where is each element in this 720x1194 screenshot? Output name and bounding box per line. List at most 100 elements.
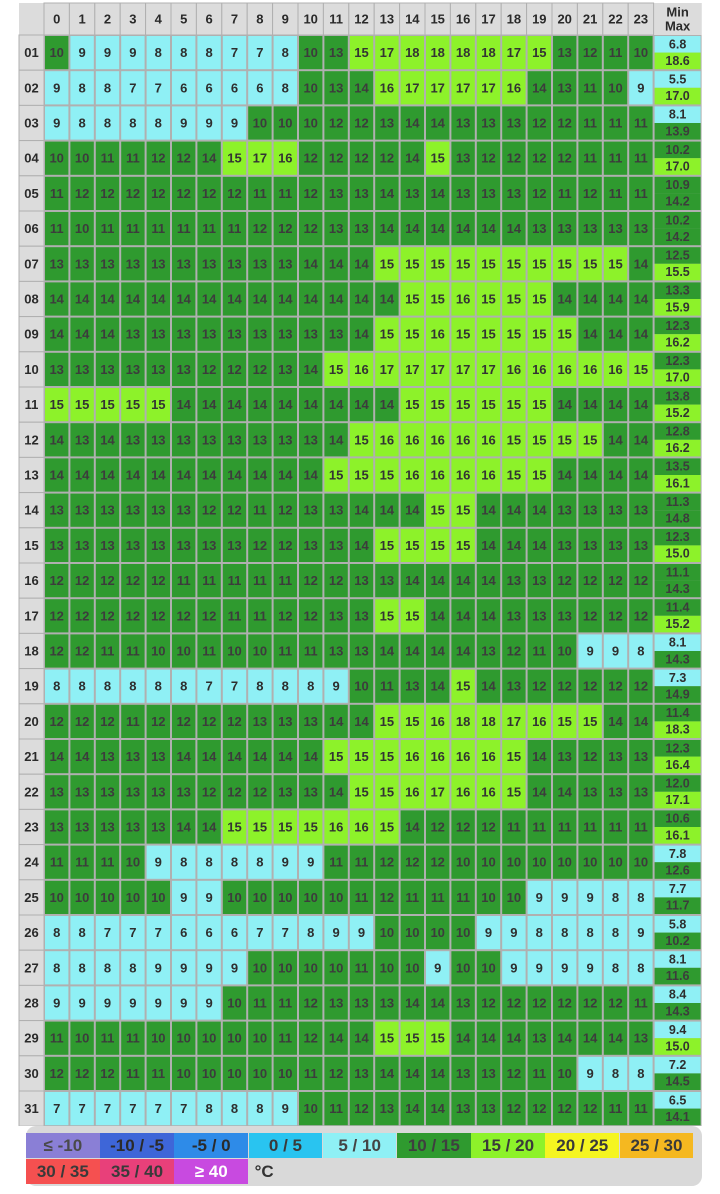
cell-value: 9 xyxy=(586,960,593,975)
cell-value: 8 xyxy=(129,960,136,975)
heatmap-cell xyxy=(222,986,247,1020)
cell-value: 12 xyxy=(608,996,622,1011)
heatmap-cell xyxy=(476,141,501,175)
day-label: 27 xyxy=(24,960,38,975)
max-value: 14.3 xyxy=(665,1004,689,1018)
heatmap-cell xyxy=(426,564,450,598)
heatmap-cell xyxy=(172,740,196,774)
cell-value: 11 xyxy=(202,221,216,236)
day-label: 06 xyxy=(24,221,38,236)
cell-value: 13 xyxy=(278,256,292,271)
heatmap-cell xyxy=(451,247,475,281)
heatmap-cell xyxy=(324,388,348,422)
heatmap-cell xyxy=(629,669,653,703)
cell-value: 13 xyxy=(303,714,317,729)
heatmap-cell xyxy=(553,880,577,914)
heatmap-cell xyxy=(273,1092,297,1126)
cell-value: 9 xyxy=(561,890,568,905)
temperature-heatmap: 0 1 2 3 4 5 6 7 8 9 10 11 12 13 14 15 16 17 18 19 20 21 22 23 Mi… xyxy=(18,2,702,1126)
heatmap-cell xyxy=(426,634,450,668)
heatmap-cell xyxy=(299,740,323,774)
day-label: 30 xyxy=(24,1066,38,1081)
heatmap-cell xyxy=(426,212,450,246)
cell-value: 15 xyxy=(100,397,114,412)
day-label-cell xyxy=(18,597,45,634)
cell-value: 14 xyxy=(227,292,242,307)
cell-value: 10 xyxy=(176,1066,190,1081)
cell-value: 8 xyxy=(180,855,187,870)
cell-value: 14 xyxy=(202,292,217,307)
heatmap-cell xyxy=(248,317,272,351)
heatmap-cell xyxy=(70,317,94,351)
heatmap-cell xyxy=(502,1092,526,1126)
cell-value: 12 xyxy=(583,1101,597,1116)
cell-value: 12 xyxy=(634,679,648,694)
cell-value: 16 xyxy=(380,80,394,95)
hour-header-cell xyxy=(43,2,70,36)
heatmap-cell xyxy=(121,916,145,950)
heatmap-cell xyxy=(248,247,272,281)
heatmap-cell xyxy=(273,352,297,386)
cell-value: 13 xyxy=(176,327,190,342)
heatmap-cell xyxy=(502,951,526,985)
cell-value: 15 xyxy=(227,820,241,835)
cell-value: 13 xyxy=(634,1031,648,1046)
heatmap-cell xyxy=(400,634,424,668)
heatmap-cell xyxy=(476,106,501,140)
cell-value: 9 xyxy=(180,996,187,1011)
cell-value: 11 xyxy=(126,1031,140,1046)
heatmap-cell xyxy=(299,634,323,668)
cell-value: 7 xyxy=(78,1101,85,1116)
cell-value: 13 xyxy=(176,784,190,799)
cell-value: 10 xyxy=(634,45,648,60)
min-value: 8.1 xyxy=(669,953,686,967)
cell-value: 14 xyxy=(608,468,623,483)
cell-value: 9 xyxy=(358,925,365,940)
cell-value: 8 xyxy=(612,1066,619,1081)
heatmap-cell xyxy=(603,740,628,774)
cell-value: 10 xyxy=(49,45,63,60)
cell-value: 15 xyxy=(329,749,343,764)
heatmap-cell xyxy=(629,212,653,246)
cell-value: 15 xyxy=(75,397,89,412)
day-label: 16 xyxy=(24,573,38,588)
day-label: 01 xyxy=(24,45,38,60)
heatmap-cell xyxy=(45,141,69,175)
hour-header-cell xyxy=(627,2,655,36)
heatmap-cell xyxy=(349,141,374,175)
heatmap-cell xyxy=(45,212,69,246)
max-value: 17.0 xyxy=(665,89,689,103)
cell-value: 9 xyxy=(332,679,339,694)
heatmap-cell xyxy=(197,106,221,140)
heatmap-cell xyxy=(45,493,69,527)
heatmap-cell xyxy=(451,493,475,527)
cell-value: 12 xyxy=(151,573,165,588)
heatmap-cell xyxy=(172,880,196,914)
cell-value: 9 xyxy=(129,45,136,60)
heatmap-cell xyxy=(451,212,475,246)
cell-value: 11 xyxy=(405,890,419,905)
cell-value: 10 xyxy=(202,1031,216,1046)
heatmap-cell xyxy=(222,634,247,668)
heatmap-cell xyxy=(70,528,94,562)
cell-value: 14 xyxy=(430,116,445,131)
cell-value: 12 xyxy=(608,608,622,623)
cell-value: 11 xyxy=(329,855,343,870)
cell-value: 12 xyxy=(608,679,622,694)
cell-value: 13 xyxy=(126,362,140,377)
cell-value: 11 xyxy=(253,186,267,201)
cell-value: 15 xyxy=(481,292,495,307)
cell-value: 10 xyxy=(278,890,292,905)
cell-value: 14 xyxy=(583,397,598,412)
cell-value: 10 xyxy=(227,890,241,905)
heatmap-cell xyxy=(451,951,475,985)
heatmap-cell xyxy=(324,317,348,351)
heatmap-cell xyxy=(400,986,424,1020)
heatmap-cell xyxy=(324,528,348,562)
cell-value: 14 xyxy=(557,397,572,412)
heatmap-cell xyxy=(146,599,170,633)
heatmap-cell xyxy=(70,634,94,668)
cell-value: 14 xyxy=(354,292,369,307)
cell-value: 10 xyxy=(151,890,165,905)
heatmap-cell xyxy=(426,388,450,422)
